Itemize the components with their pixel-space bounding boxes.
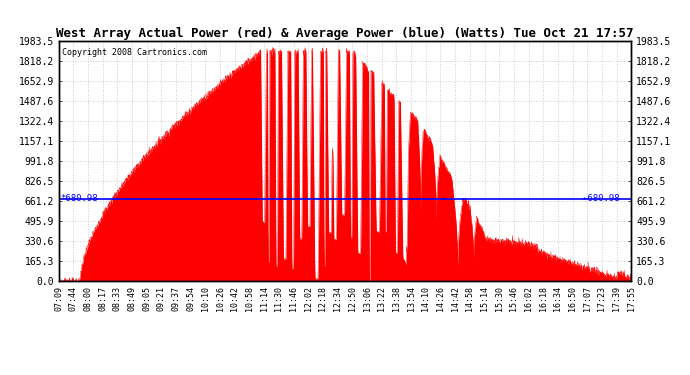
Text: Copyright 2008 Cartronics.com: Copyright 2008 Cartronics.com xyxy=(61,48,206,57)
Text: *680.98: *680.98 xyxy=(60,194,97,203)
Title: West Array Actual Power (red) & Average Power (blue) (Watts) Tue Oct 21 17:57: West Array Actual Power (red) & Average … xyxy=(57,27,633,40)
Text: ←680.98: ←680.98 xyxy=(582,194,620,203)
